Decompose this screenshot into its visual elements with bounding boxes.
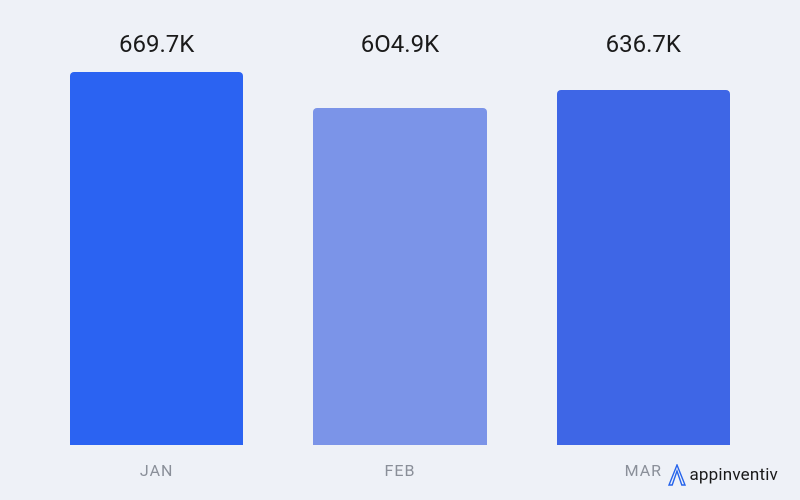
bar-group-jan: 669.7K JAN <box>70 30 243 480</box>
bar-chart: 669.7K JAN 6O4.9K FEB 636.7K MAR appinve… <box>0 0 800 500</box>
bars-area: 669.7K JAN 6O4.9K FEB 636.7K MAR <box>60 30 740 480</box>
category-label: JAN <box>140 461 174 480</box>
value-label: 669.7K <box>119 30 194 58</box>
bar-group-feb: 6O4.9K FEB <box>313 30 486 480</box>
bar-group-mar: 636.7K MAR <box>557 30 730 480</box>
category-label: MAR <box>625 461 662 480</box>
bar-slot <box>557 72 730 445</box>
brand-text: appinventiv <box>689 465 778 485</box>
bar-slot <box>70 72 243 445</box>
brand-logo: appinventiv <box>667 464 778 486</box>
value-label: 636.7K <box>606 30 681 58</box>
brand-a-icon <box>667 464 687 486</box>
bar-mar <box>557 90 730 445</box>
category-label: FEB <box>385 461 416 480</box>
bar-slot <box>313 72 486 445</box>
value-label: 6O4.9K <box>361 30 439 58</box>
bar-jan <box>70 72 243 445</box>
bar-feb <box>313 108 486 445</box>
